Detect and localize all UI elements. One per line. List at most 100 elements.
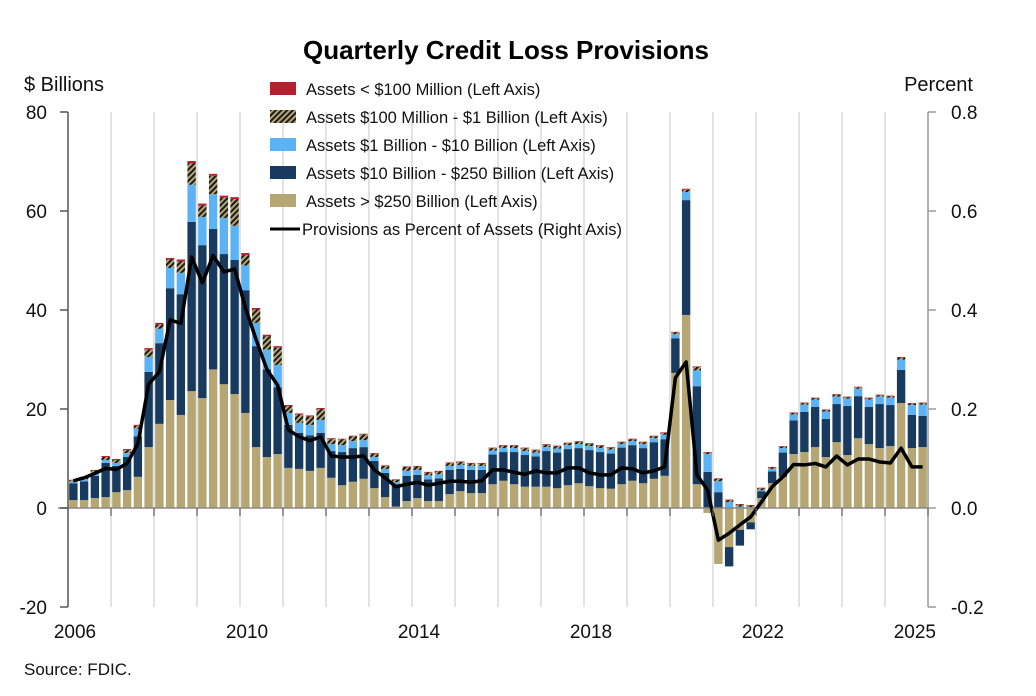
- bar-segment-under-100m: [165, 258, 175, 260]
- bar-segment-under-100m: [520, 447, 530, 449]
- bar-segment-over-250b: [832, 442, 841, 508]
- legend-swatch-over-250b: [270, 194, 296, 207]
- bar-segment-over-250b: [230, 394, 239, 508]
- bar-segment-10b-250b: [402, 475, 411, 502]
- bar-segment-under-100m: [208, 173, 218, 176]
- left-tick-label: 20: [26, 400, 47, 421]
- bar-segment-over-250b: [595, 488, 605, 508]
- bar-segment-10b-250b: [187, 221, 196, 392]
- bar-segment-100m-1b: [681, 189, 691, 193]
- bar-segment-over-250b: [499, 480, 508, 508]
- bar-segment-over-250b: [821, 457, 831, 508]
- bar-segment-100m-1b: [337, 439, 347, 446]
- bar-segment-10b-250b: [552, 452, 562, 489]
- bar-segment-100m-1b: [241, 255, 250, 266]
- bar-segment-100m-1b: [359, 434, 368, 441]
- bar-segment-100m-1b: [144, 349, 153, 358]
- bar-segment-over-250b: [520, 486, 530, 508]
- bar-segment-1b-10b: [821, 411, 831, 419]
- bar-segment-1b-10b: [767, 468, 777, 472]
- bar-segment-100m-1b: [552, 446, 562, 449]
- legend-label-small-banks: Assets < $100 Million (Left Axis): [306, 81, 540, 99]
- bar-segment-under-100m: [348, 435, 358, 437]
- bar-segment-10b-250b: [155, 343, 164, 424]
- right-tick-label: 0.6: [951, 202, 977, 223]
- bar-segment-100m-1b: [391, 479, 401, 483]
- bar-segment-over-250b: [380, 497, 390, 508]
- bar-segment-100m-1b: [757, 488, 766, 491]
- bar-segment-10b-250b: [391, 484, 401, 507]
- bar-segment-10b-250b: [69, 483, 78, 501]
- bar-segment-under-100m: [230, 197, 239, 200]
- bar-segment-over-250b: [144, 447, 153, 508]
- bar-segment-10b-250b: [413, 474, 422, 499]
- bar-segment-1b-10b: [563, 445, 573, 450]
- bar-segment-over-250b: [241, 412, 250, 508]
- bar-segment-1b-10b: [853, 388, 863, 397]
- bar-segment-under-100m: [155, 322, 164, 325]
- bar-segment-1b-10b: [488, 450, 497, 455]
- bar-segment-under-100m: [660, 432, 669, 433]
- bar-segment-under-100m: [284, 405, 293, 407]
- bar-segment-100m-1b: [778, 446, 788, 449]
- bar-segment-under-100m: [262, 334, 272, 337]
- bar-segment-under-100m: [144, 348, 153, 350]
- bar-segment-over-250b: [681, 314, 691, 508]
- bar-segment-100m-1b: [821, 409, 831, 412]
- bar-segment-10b-250b: [789, 420, 798, 455]
- bar-segment-10b-250b: [778, 452, 788, 477]
- bar-segment-1b-10b: [757, 490, 766, 492]
- bar-segment-under-100m: [821, 409, 831, 411]
- bar-segment-100m-1b: [520, 448, 530, 452]
- x-tick-label: 2014: [398, 622, 441, 643]
- x-axis-ticks: 2006 2010 2014 2018 2022 2025: [54, 508, 936, 643]
- bar-segment-1b-10b: [284, 412, 293, 425]
- bar-segment-1b-10b: [327, 444, 336, 452]
- right-axis-ticks: 0.8 0.6 0.4 0.2 0.0 -0.2: [928, 103, 984, 619]
- left-axis-ticks: 80 60 40 20 0 -20: [20, 103, 68, 619]
- bar-segment-under-100m: [649, 435, 659, 437]
- bar-segment-under-100m: [778, 446, 788, 447]
- bar-segment-1b-10b: [241, 265, 250, 291]
- year-gridlines: [110, 112, 886, 607]
- bar-segment-over-250b: [531, 486, 540, 508]
- bar-segment-over-250b: [219, 384, 229, 508]
- x-tick-label: 2025: [894, 622, 936, 643]
- bar-segment-over-250b: [79, 500, 89, 508]
- bar-segment-over-250b: [896, 403, 906, 508]
- bar-segment-100m-1b: [456, 461, 465, 465]
- bar-segment-100m-1b: [789, 412, 798, 415]
- bar-segment-over-250b: [617, 484, 626, 508]
- legend-swatch-small-banks: [270, 82, 296, 95]
- bar-segment-1b-10b: [896, 359, 906, 370]
- bar-segment-10b-250b: [101, 462, 110, 498]
- bar-segment-100m-1b: [402, 466, 411, 471]
- bar-segment-over-250b: [886, 446, 895, 509]
- bar-segment-under-100m: [391, 479, 401, 480]
- bar-segment-under-100m: [714, 478, 723, 479]
- bar-segment-over-250b: [262, 457, 272, 508]
- bar-segment-over-250b: [165, 400, 175, 508]
- bar-segment-10b-250b: [853, 396, 863, 439]
- bar-segment-1b-10b: [918, 404, 927, 416]
- bar-segment-under-100m: [466, 462, 476, 464]
- bar-segment-under-100m: [370, 453, 379, 454]
- bar-segment-100m-1b: [714, 478, 723, 482]
- bar-segment-10b-250b: [262, 369, 272, 458]
- bar-segment-10b-250b: [144, 371, 153, 448]
- bar-segment-over-250b: [187, 391, 196, 508]
- bar-segment-under-100m: [337, 438, 347, 440]
- bar-segment-10b-250b: [628, 445, 637, 481]
- bar-segment-over-250b: [273, 454, 282, 508]
- bar-segment-under-100m: [122, 449, 132, 451]
- bar-segment-100m-1b: [746, 505, 755, 508]
- bar-segment-1b-10b: [466, 465, 476, 470]
- bar-segment-over-250b: [477, 493, 487, 508]
- bar-segment-1b-10b: [305, 424, 315, 436]
- bar-segment-under-100m: [789, 412, 798, 414]
- x-tick-label: 2010: [226, 622, 268, 643]
- bar-segment-100m-1b: [445, 462, 454, 466]
- bar-segment-1b-10b: [112, 462, 121, 466]
- bar-segment-100m-1b: [606, 447, 616, 450]
- bar-segment-100m-1b: [628, 439, 637, 442]
